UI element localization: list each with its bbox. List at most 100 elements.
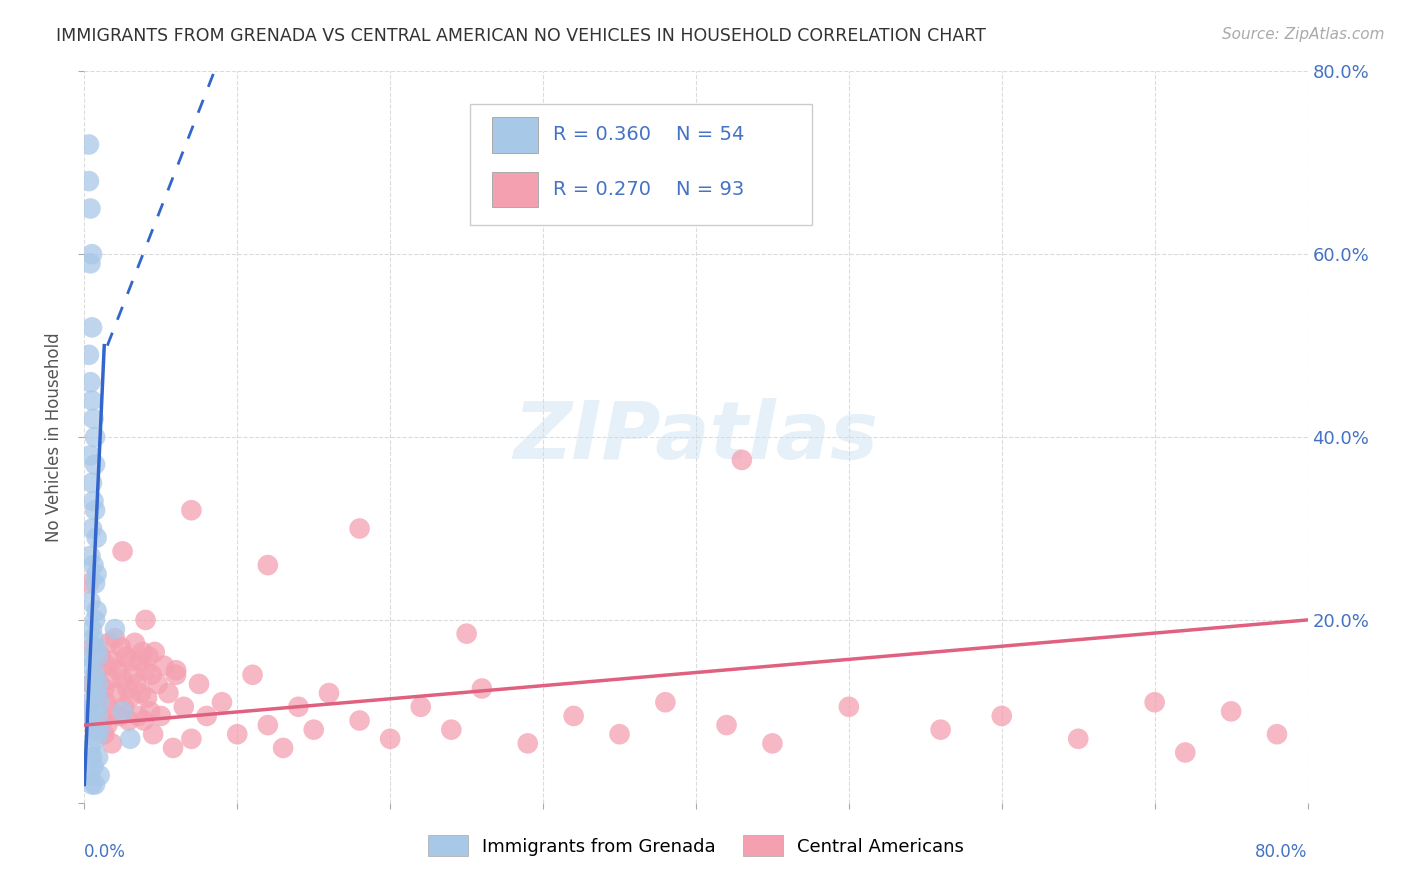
Point — [79, 695, 101, 709]
Text: Source: ZipAtlas.com: Source: ZipAtlas.com — [1222, 27, 1385, 42]
Point — [86, 604, 108, 618]
Point — [96, 658, 118, 673]
Point — [516, 736, 538, 750]
Point — [83, 558, 105, 573]
Point — [79, 658, 101, 673]
Point — [98, 673, 121, 687]
Point — [110, 640, 132, 655]
Point — [135, 613, 157, 627]
Y-axis label: No Vehicles in Household: No Vehicles in Household — [45, 332, 63, 542]
Point — [87, 709, 110, 723]
Point — [87, 649, 110, 664]
Point — [77, 576, 100, 591]
Point — [120, 690, 142, 705]
Text: R = 0.360    N = 54: R = 0.360 N = 54 — [553, 126, 744, 145]
Point — [86, 531, 108, 545]
Point — [1067, 731, 1090, 746]
Point — [112, 699, 135, 714]
Point — [440, 723, 463, 737]
Point — [139, 705, 162, 719]
Point — [1143, 695, 1166, 709]
Point — [107, 663, 129, 677]
Point — [242, 667, 264, 681]
Point — [77, 348, 100, 362]
Point — [84, 723, 107, 737]
Point — [86, 640, 108, 655]
Point — [84, 667, 107, 681]
Point — [162, 740, 184, 755]
FancyBboxPatch shape — [492, 118, 538, 153]
Point — [84, 613, 107, 627]
Point — [104, 622, 127, 636]
Point — [838, 699, 860, 714]
Point — [120, 654, 142, 668]
Point — [80, 521, 103, 535]
Point — [127, 709, 149, 723]
Point — [80, 622, 103, 636]
Point — [125, 677, 148, 691]
Point — [103, 654, 125, 668]
Point — [226, 727, 249, 741]
Point — [79, 202, 101, 216]
Point — [124, 636, 146, 650]
Point — [84, 430, 107, 444]
Point — [80, 750, 103, 764]
Point — [94, 695, 117, 709]
Point — [83, 412, 105, 426]
Point — [80, 247, 103, 261]
Point — [86, 567, 108, 582]
Point — [84, 458, 107, 472]
Point — [287, 699, 309, 714]
Point — [1220, 705, 1243, 719]
Point — [654, 695, 676, 709]
Point — [146, 677, 169, 691]
Text: 0.0%: 0.0% — [84, 843, 127, 861]
Point — [86, 731, 108, 746]
Point — [165, 667, 187, 681]
Point — [79, 256, 101, 270]
Point — [80, 778, 103, 792]
Point — [111, 705, 134, 719]
Point — [929, 723, 952, 737]
Point — [89, 709, 111, 723]
Point — [86, 663, 108, 677]
Point — [157, 686, 180, 700]
Point — [83, 632, 105, 646]
Point — [562, 709, 585, 723]
Point — [173, 699, 195, 714]
Point — [318, 686, 340, 700]
Point — [731, 453, 754, 467]
Point — [165, 663, 187, 677]
Point — [77, 174, 100, 188]
Point — [131, 645, 153, 659]
Point — [188, 677, 211, 691]
Point — [84, 723, 107, 737]
Point — [257, 718, 280, 732]
Point — [129, 686, 152, 700]
Point — [349, 714, 371, 728]
Point — [211, 695, 233, 709]
Point — [77, 137, 100, 152]
Point — [118, 714, 141, 728]
Text: IMMIGRANTS FROM GRENADA VS CENTRAL AMERICAN NO VEHICLES IN HOUSEHOLD CORRELATION: IMMIGRANTS FROM GRENADA VS CENTRAL AMERI… — [56, 27, 986, 45]
Point — [128, 654, 150, 668]
Point — [89, 695, 111, 709]
Point — [83, 705, 105, 719]
Point — [87, 690, 110, 705]
Point — [101, 736, 124, 750]
Point — [271, 740, 294, 755]
Point — [79, 448, 101, 462]
Point — [97, 636, 120, 650]
Point — [79, 375, 101, 389]
Point — [86, 686, 108, 700]
Point — [79, 594, 101, 608]
Point — [80, 393, 103, 408]
Point — [83, 494, 105, 508]
Point — [89, 723, 111, 737]
Point — [79, 549, 101, 563]
Text: ZIPatlas: ZIPatlas — [513, 398, 879, 476]
Point — [257, 558, 280, 573]
Point — [83, 759, 105, 773]
Point — [143, 645, 166, 659]
Point — [1174, 746, 1197, 760]
